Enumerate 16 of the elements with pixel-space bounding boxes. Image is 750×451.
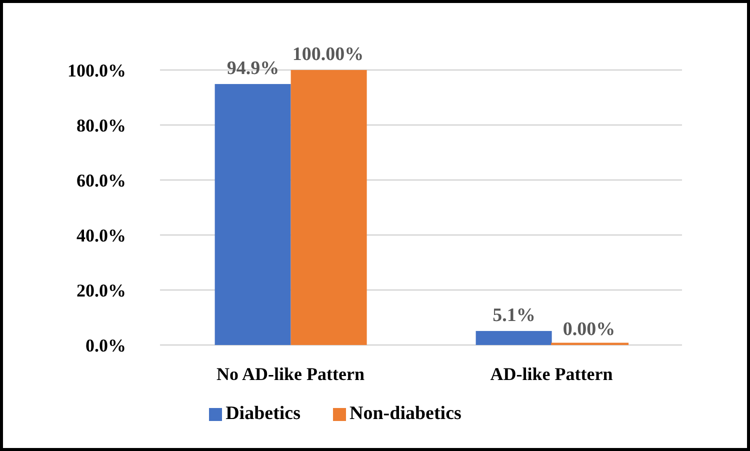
- y-tick-label: 60.0%: [76, 170, 126, 190]
- data-label: 100.00%: [292, 44, 364, 65]
- x-tick-label: No AD-like Pattern: [216, 364, 364, 384]
- y-tick-label: 100.0%: [68, 60, 126, 80]
- legend-label: Diabetics: [226, 403, 301, 424]
- y-tick-label: 20.0%: [76, 280, 126, 300]
- data-label: 0.00%: [562, 319, 616, 340]
- y-tick-label: 0.0%: [86, 335, 126, 356]
- data-label: 5.1%: [492, 304, 536, 326]
- y-tick-label: 80.0%: [76, 115, 126, 136]
- x-tick-label: AD-like Pattern: [490, 364, 613, 384]
- legend-label: Non-diabetics: [350, 403, 462, 424]
- y-tick-label: 40.0%: [76, 225, 126, 246]
- bar: [214, 84, 291, 345]
- bar: [290, 70, 367, 345]
- data-label: 94.9%: [226, 58, 280, 80]
